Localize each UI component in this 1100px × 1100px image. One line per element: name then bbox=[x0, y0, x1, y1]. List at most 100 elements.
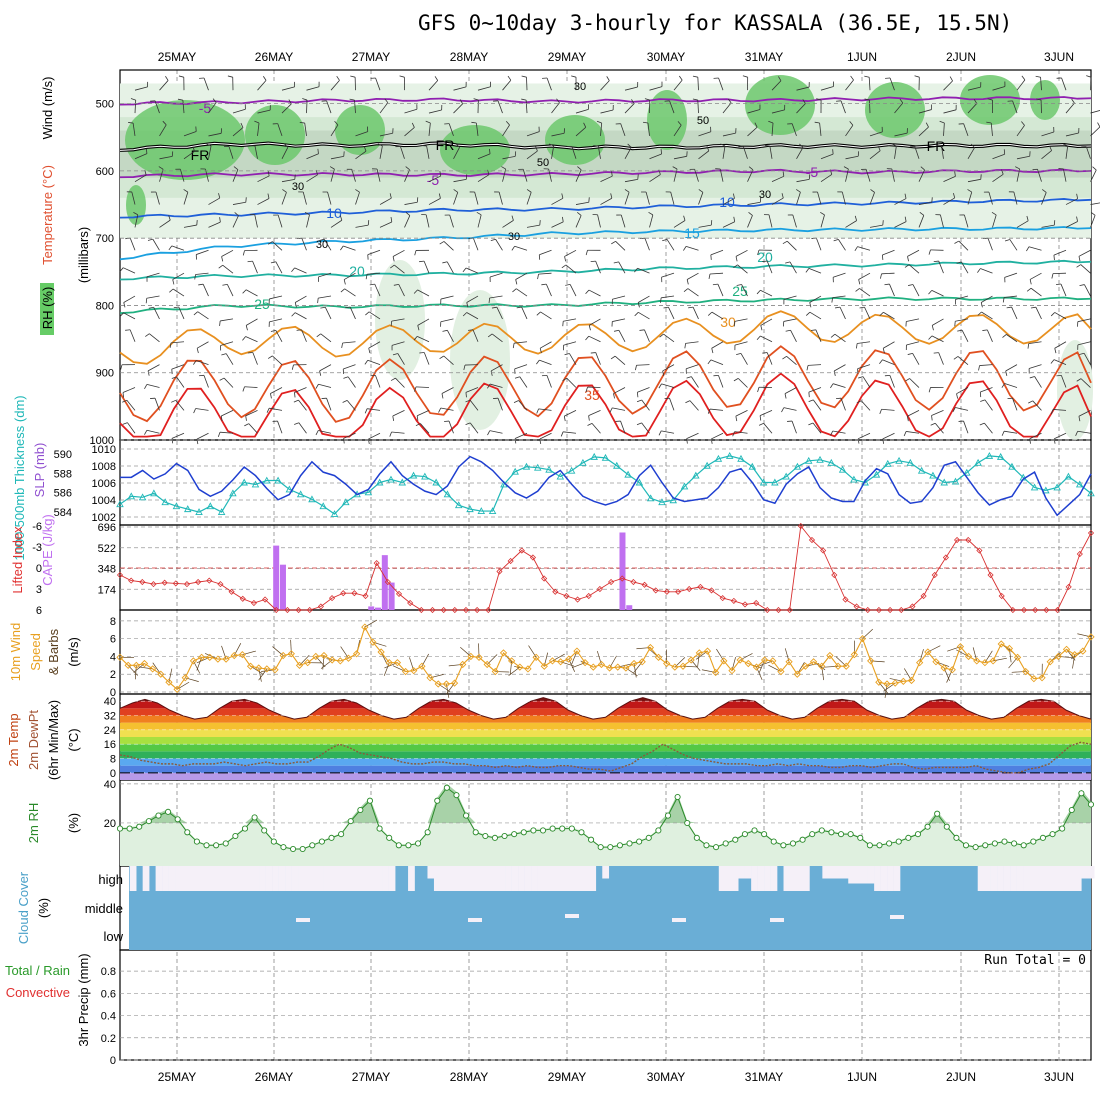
rh-line-point bbox=[357, 806, 364, 814]
wind-barb bbox=[600, 109, 614, 114]
cloud-high-gap bbox=[1023, 866, 1030, 891]
wind-speed-line-point bbox=[703, 647, 712, 655]
wind-barb-flag bbox=[343, 279, 346, 285]
wind-barb-flag bbox=[928, 249, 931, 255]
wind-barb-flag bbox=[1021, 121, 1025, 126]
wind-barb-flag bbox=[501, 166, 506, 170]
wind-barb bbox=[519, 376, 528, 388]
li-point bbox=[284, 606, 291, 614]
cloud-high-gap bbox=[556, 866, 564, 891]
wind-barb-flag bbox=[692, 75, 698, 78]
upper-air-panel: -5-5-5FRFRFR1010152020252530353030305050… bbox=[90, 75, 1100, 447]
rh-area-high bbox=[120, 783, 1091, 823]
wind-speed-line-point bbox=[663, 659, 671, 668]
wind-barb bbox=[816, 237, 822, 251]
wind-barb-flag bbox=[349, 98, 355, 101]
wind-barb bbox=[489, 383, 503, 388]
slp-tick: 1004 bbox=[92, 495, 116, 507]
wind-barb bbox=[453, 147, 460, 159]
thickness-line-point bbox=[161, 498, 169, 506]
wind-barb bbox=[149, 333, 160, 343]
wind-barb bbox=[134, 153, 148, 160]
cloud-high-gap bbox=[142, 866, 150, 891]
cloud-high-gap bbox=[265, 866, 273, 891]
cloud-high-gap bbox=[213, 866, 221, 891]
wind-barb-flag bbox=[931, 325, 934, 331]
wind10-axis-label: 10m Wind bbox=[8, 623, 23, 682]
thickness-axis-label: 1000-500mb Thickness (dm) bbox=[12, 395, 27, 560]
wind-barb bbox=[379, 102, 389, 114]
wind-barb bbox=[1054, 312, 1067, 320]
wind-barb-flag bbox=[270, 261, 276, 264]
rh-line-point bbox=[328, 834, 335, 841]
wind-barb bbox=[747, 109, 761, 114]
li-point bbox=[596, 585, 603, 593]
wind-barb-flag bbox=[830, 383, 834, 389]
wind-speed-line-point bbox=[304, 659, 312, 667]
wind-barb-flag bbox=[982, 329, 988, 331]
wind-barb-flag bbox=[441, 393, 444, 399]
thickness-line-point bbox=[454, 501, 463, 509]
cloud-high-gap bbox=[602, 866, 610, 879]
wind-barb bbox=[516, 288, 528, 297]
wind-barb-flag bbox=[590, 260, 596, 263]
wind-barb bbox=[469, 422, 479, 434]
wind-barb bbox=[956, 387, 969, 395]
wind-barb bbox=[497, 398, 503, 411]
cloud-high-gap bbox=[1055, 866, 1063, 891]
rh-contour-label: 30 bbox=[508, 231, 520, 243]
wind-barb bbox=[984, 422, 993, 434]
wind-barb-flag bbox=[843, 166, 849, 170]
wind-barb-flag bbox=[541, 283, 547, 286]
rh-line-point bbox=[145, 818, 152, 825]
wind-barb-flag bbox=[606, 76, 610, 81]
cloud-high-gap bbox=[343, 866, 351, 891]
wind-barb-flag bbox=[882, 438, 885, 444]
wind-barb bbox=[304, 122, 307, 136]
cloud-high-gap bbox=[828, 866, 836, 879]
rh-low-area bbox=[1057, 340, 1093, 440]
wind-barb-flag bbox=[782, 240, 788, 245]
wind-barb-flag bbox=[1078, 416, 1081, 422]
wind-barb bbox=[734, 431, 748, 434]
wind-barb bbox=[575, 109, 589, 114]
rh-line-point bbox=[684, 819, 691, 827]
thickness-line-point bbox=[816, 455, 824, 463]
cloud-high-gap bbox=[848, 866, 856, 884]
wind-barb bbox=[663, 333, 675, 343]
isotherm-label: 10 bbox=[326, 205, 342, 221]
wind-barb-flag bbox=[1076, 264, 1081, 268]
wind-barb bbox=[417, 289, 430, 297]
wind-barb bbox=[220, 431, 234, 434]
panel-frame bbox=[119, 949, 1092, 1061]
wind-barb bbox=[146, 272, 160, 278]
wind-barb bbox=[514, 364, 528, 370]
wind-barb-flag bbox=[905, 378, 910, 382]
wind-barb bbox=[495, 239, 503, 251]
cloud-high-gap bbox=[563, 866, 571, 891]
rh-line-point bbox=[828, 829, 835, 836]
thickness-line-point bbox=[150, 489, 158, 497]
wind-barb-flag bbox=[634, 267, 638, 273]
wind-barb bbox=[669, 100, 675, 114]
wind-barb bbox=[1004, 383, 1018, 388]
wind-speed-line-point bbox=[475, 653, 483, 661]
wind-barb-flag bbox=[1029, 438, 1031, 444]
wind-speed-line-point bbox=[1046, 658, 1054, 666]
wind-barb bbox=[183, 224, 197, 228]
wind-barb bbox=[941, 145, 944, 159]
wind-barb-flag bbox=[365, 274, 368, 280]
wind-barb-flag bbox=[636, 399, 642, 403]
wind-barb bbox=[1005, 364, 1018, 372]
wind-barb-flag bbox=[1041, 189, 1047, 193]
wind-barb-flag bbox=[364, 408, 368, 414]
wind-barb bbox=[1012, 100, 1018, 114]
wind-barb-flag bbox=[329, 166, 335, 170]
wind-barb bbox=[722, 145, 726, 159]
wind-barb bbox=[343, 272, 356, 280]
rh-high-area bbox=[545, 115, 605, 165]
cloud-high-gap bbox=[356, 866, 364, 891]
wind-barb bbox=[324, 307, 332, 320]
rh-line-point bbox=[924, 823, 931, 830]
